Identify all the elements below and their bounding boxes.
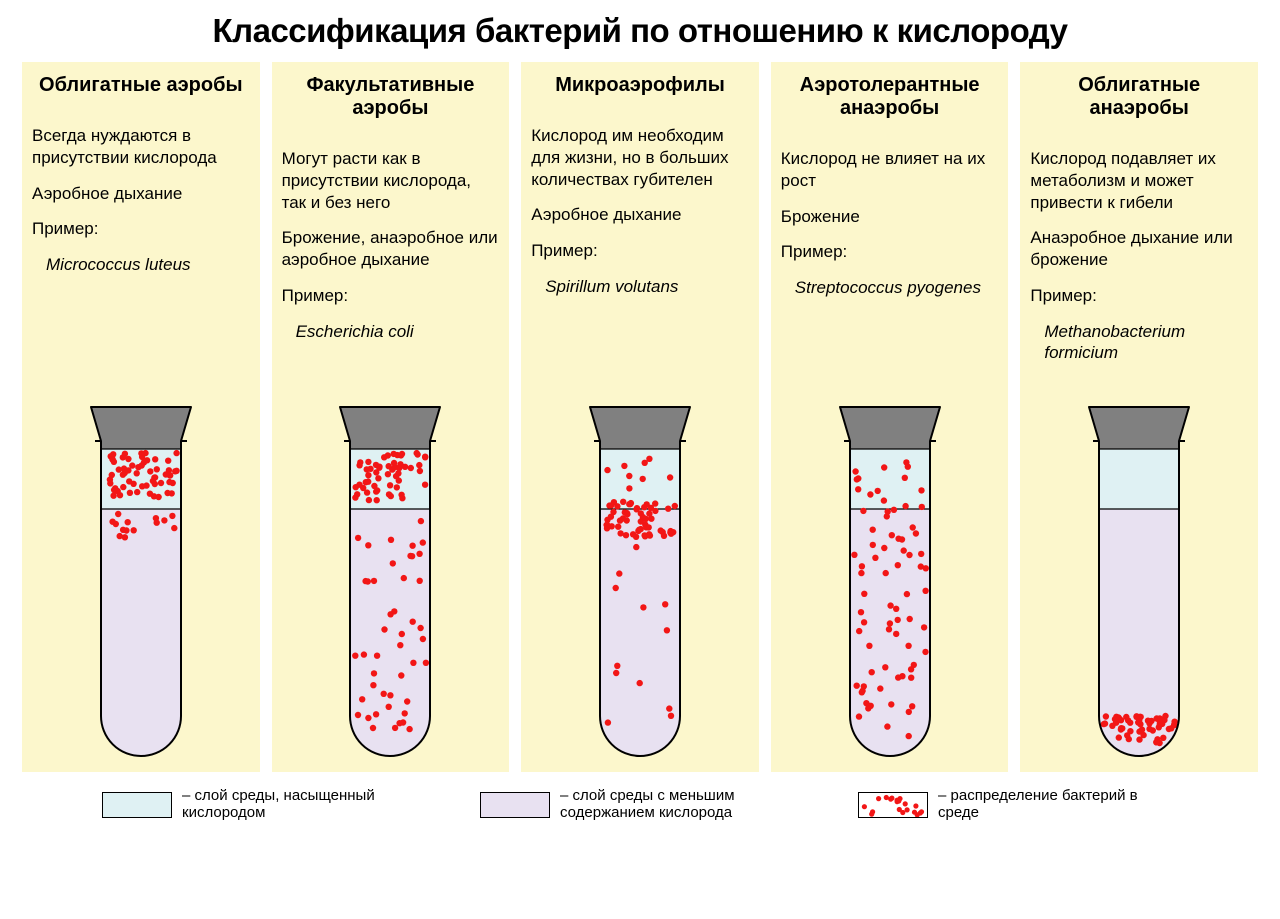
example-species: Micrococcus luteus <box>46 254 250 276</box>
tube-wrapper <box>531 312 749 765</box>
desc-line: Всегда нуждаются в присутствии кислорода <box>32 125 250 169</box>
category-column: Облигатные анаэробы Кислород подавляет и… <box>1020 62 1258 772</box>
test-tube <box>585 388 695 758</box>
desc-line: Аэробное дыхание <box>531 204 749 226</box>
test-tube <box>335 388 445 758</box>
desc-line: Кислород не влияет на их рост <box>781 148 999 192</box>
legend-label: – слой среды с меньшим содержанием кисло… <box>560 788 800 822</box>
desc-line: Пример: <box>32 218 250 240</box>
desc-line: Могут расти как в присутствии кислорода,… <box>282 148 500 213</box>
columns-container: Облигатные аэробы Всегда нуждаются в при… <box>0 50 1280 772</box>
test-tube <box>835 388 945 758</box>
category-column: Факультативные аэробы Могут расти как в … <box>272 62 510 772</box>
tube-wrapper <box>32 290 250 764</box>
legend-label: – распределение бактерий в среде <box>938 788 1178 822</box>
tube-wrapper <box>781 313 999 764</box>
test-tube <box>86 388 196 758</box>
column-title: Микроаэрофилы <box>531 74 749 97</box>
legend-item: – слой среды, насыщенный кислородом <box>102 788 422 822</box>
desc-line: Пример: <box>781 241 999 263</box>
column-description: Кислород им необходим для жизни, но в бо… <box>531 125 749 312</box>
desc-line: Пример: <box>1030 285 1248 307</box>
column-description: Кислород не влияет на их рост Брожение П… <box>781 148 999 313</box>
example-species: Escherichia coli <box>296 321 500 343</box>
legend-item: – распределение бактерий в среде <box>858 788 1178 822</box>
page-title: Классификация бактерий по отношению к ки… <box>0 12 1280 50</box>
example-species: Streptococcus pyogenes <box>795 277 999 299</box>
column-title: Факультативные аэробы <box>282 74 500 120</box>
legend-item: – слой среды с меньшим содержанием кисло… <box>480 788 800 822</box>
desc-line: Пример: <box>531 240 749 262</box>
column-title: Облигатные аэробы <box>32 74 250 97</box>
tube-wrapper <box>282 356 500 764</box>
column-description: Всегда нуждаются в присутствии кислорода… <box>32 125 250 290</box>
test-tube <box>1084 388 1194 758</box>
desc-line: Брожение <box>781 206 999 228</box>
category-column: Микроаэрофилы Кислород им необходим для … <box>521 62 759 772</box>
column-title: Облигатные анаэробы <box>1030 74 1248 120</box>
example-species: Methanobacterium formicium <box>1044 321 1248 365</box>
legend-label: – слой среды, насыщенный кислородом <box>182 788 422 822</box>
desc-line: Аэробное дыхание <box>32 183 250 205</box>
column-description: Могут расти как в присутствии кислорода,… <box>282 148 500 356</box>
example-species: Spirillum volutans <box>545 276 749 298</box>
legend-swatch <box>102 792 172 818</box>
desc-line: Кислород подавляет их метаболизм и может… <box>1030 148 1248 213</box>
legend-dots-icon <box>858 792 928 818</box>
desc-line: Анаэробное дыхание или брожение <box>1030 227 1248 271</box>
column-title: Аэротолерантные анаэробы <box>781 74 999 120</box>
legend: – слой среды, насыщенный кислородом – сло… <box>24 788 1256 822</box>
legend-swatch <box>480 792 550 818</box>
tube-wrapper <box>1030 378 1248 764</box>
column-description: Кислород подавляет их метаболизм и может… <box>1030 148 1248 378</box>
category-column: Облигатные аэробы Всегда нуждаются в при… <box>22 62 260 772</box>
category-column: Аэротолерантные анаэробы Кислород не вли… <box>771 62 1009 772</box>
desc-line: Кислород им необходим для жизни, но в бо… <box>531 125 749 190</box>
desc-line: Брожение, анаэробное или аэробное дыхани… <box>282 227 500 271</box>
desc-line: Пример: <box>282 285 500 307</box>
infographic-root: Классификация бактерий по отношению к ки… <box>0 0 1280 919</box>
